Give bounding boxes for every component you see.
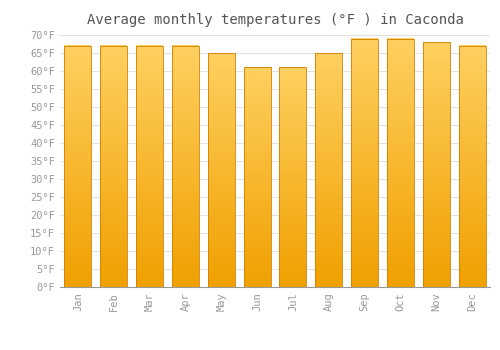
Bar [136,46,163,287]
Bar [64,46,92,287]
Bar [458,46,485,287]
Bar [387,38,414,287]
Bar [351,38,378,287]
Bar [280,68,306,287]
Bar [208,53,234,287]
Bar [423,42,450,287]
Bar [172,46,199,287]
Bar [100,46,127,287]
Title: Average monthly temperatures (°F ) in Caconda: Average monthly temperatures (°F ) in Ca… [86,13,464,27]
Bar [316,53,342,287]
Bar [244,68,270,287]
